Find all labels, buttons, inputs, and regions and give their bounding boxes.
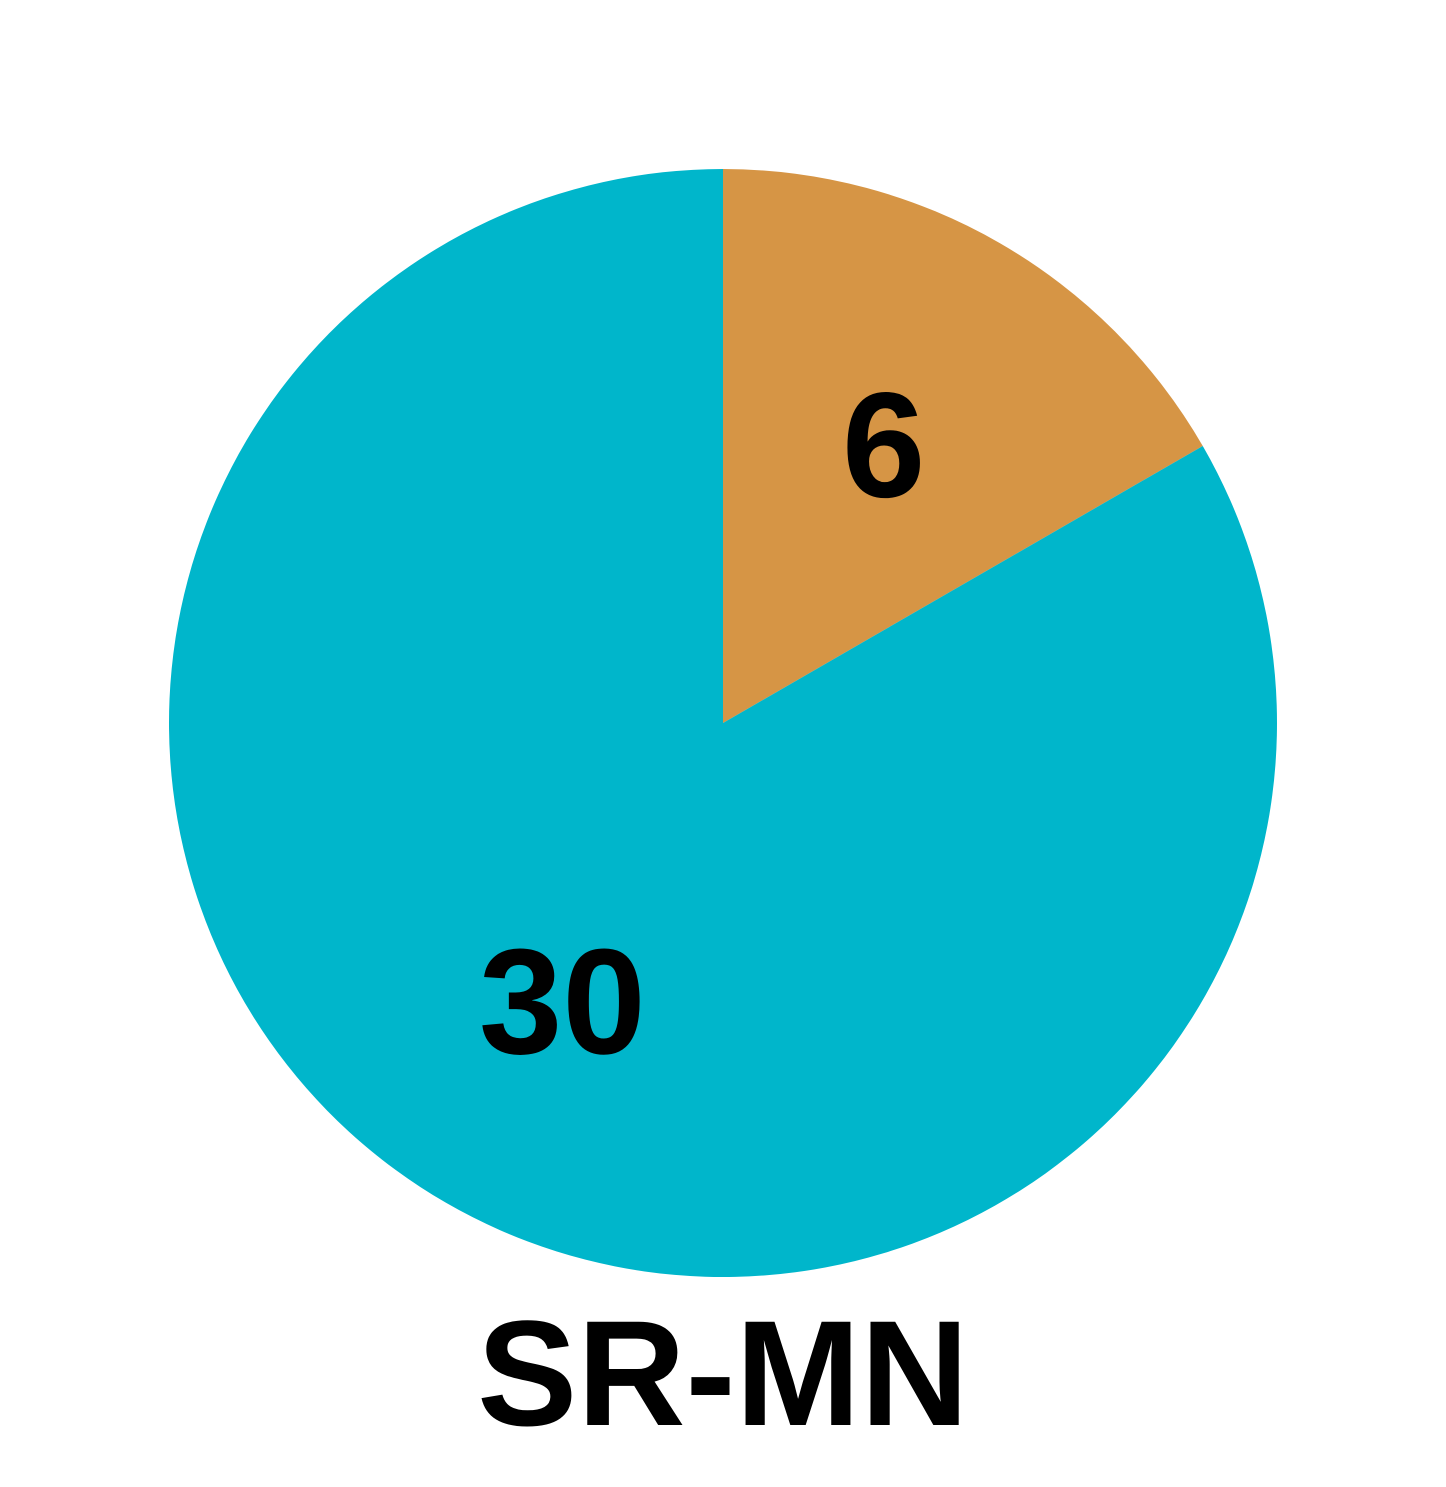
pie-slice-30 [169,169,1278,1278]
pie-slice-6 [723,169,1203,723]
chart-title: SR-MN [477,1289,969,1457]
pie-slice-labels: 6 30 [479,361,925,1086]
pie-slice-label-6: 6 [842,361,925,529]
pie-slice-label-30: 30 [479,917,646,1085]
pie-slices [169,169,1278,1278]
